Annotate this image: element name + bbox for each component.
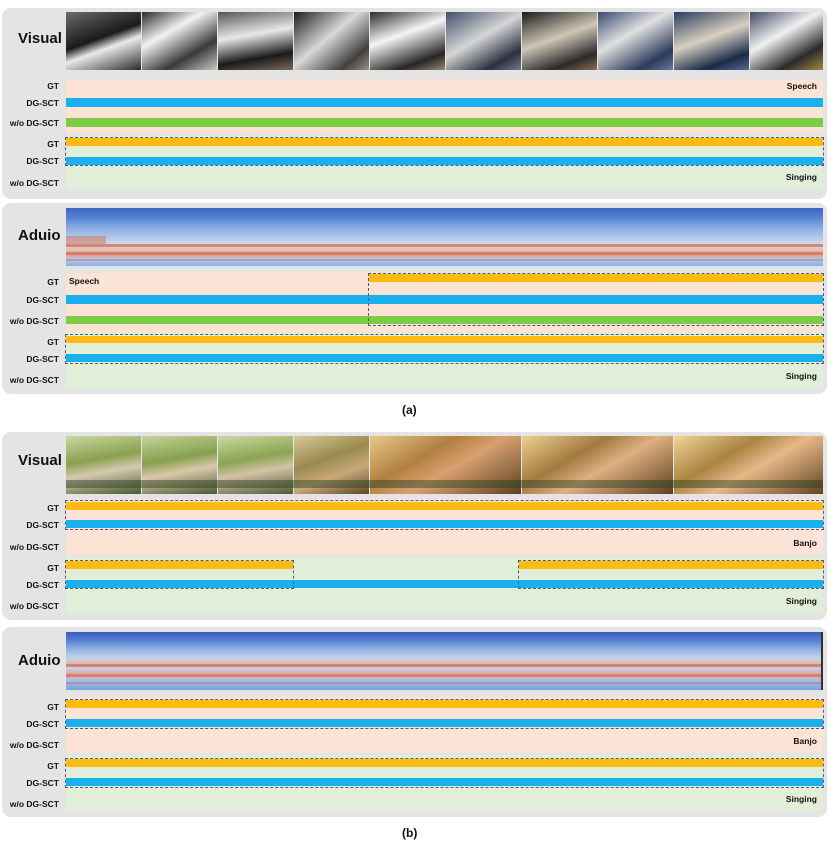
row-label: w/o DG-SCT xyxy=(9,601,59,611)
row-label: GT xyxy=(47,761,59,771)
row-label: GT xyxy=(47,503,59,513)
audio-title: Aduio xyxy=(18,652,61,669)
row-label: DG-SCT xyxy=(26,719,59,729)
panel-b-audio: Aduio GT DG-SCT w/o DG-SCT Banjo GT DG-S… xyxy=(2,627,827,817)
row-label: DG-SCT xyxy=(26,156,59,166)
wo-dg-sct-prediction-bar xyxy=(66,316,823,324)
audio-title: Aduio xyxy=(18,227,61,244)
gt-timeline-bar xyxy=(66,79,823,96)
audio-spectrogram xyxy=(66,208,823,266)
gt-segment-bar xyxy=(66,336,823,343)
dg-sct-prediction-bar xyxy=(66,157,823,165)
dg-sct-prediction-bar xyxy=(66,98,823,107)
dg-sct-prediction-bar xyxy=(66,580,823,588)
row-label: w/o DG-SCT xyxy=(9,178,59,188)
row-label: GT xyxy=(47,563,59,573)
class-label-speech: Speech xyxy=(786,81,817,91)
gt-segment-bar xyxy=(66,700,823,708)
video-frame xyxy=(522,12,598,70)
class-label-banjo: Banjo xyxy=(793,538,817,548)
spectrogram-harmonic xyxy=(66,674,823,677)
spectrogram-harmonic xyxy=(66,244,823,247)
audio-spectrogram xyxy=(66,632,823,690)
video-frame xyxy=(674,12,750,70)
video-frames-strip xyxy=(66,436,823,494)
video-frame xyxy=(446,12,522,70)
row-label: w/o DG-SCT xyxy=(9,316,59,326)
video-frame xyxy=(674,436,823,494)
visual-title: Visual xyxy=(18,452,62,469)
dg-sct-prediction-bar xyxy=(66,354,823,362)
spectrogram-harmonic xyxy=(66,236,106,244)
dg-sct-prediction-bar xyxy=(66,719,823,727)
row-label: DG-SCT xyxy=(26,778,59,788)
class-label-singing: Singing xyxy=(785,172,817,182)
video-frame xyxy=(598,12,674,70)
row-label: w/o DG-SCT xyxy=(9,118,59,128)
video-frame xyxy=(66,12,142,70)
row-label: DG-SCT xyxy=(26,295,59,305)
gt-segment-bar xyxy=(519,561,823,569)
gt-segment-bar xyxy=(66,759,823,767)
spectrogram-harmonic xyxy=(66,252,823,255)
class-label-singing: Singing xyxy=(785,794,817,804)
class-label-singing: Singing xyxy=(785,371,817,381)
row-label: w/o DG-SCT xyxy=(9,799,59,809)
video-frame xyxy=(750,12,823,70)
video-frame xyxy=(370,12,446,70)
class-label-singing: Singing xyxy=(785,596,817,606)
row-label: GT xyxy=(47,81,59,91)
spectrogram-harmonic xyxy=(66,664,823,667)
video-frame xyxy=(218,12,294,70)
video-frame xyxy=(66,436,142,494)
video-frame xyxy=(294,12,370,70)
video-frame xyxy=(142,12,218,70)
dg-sct-prediction-bar xyxy=(66,295,823,304)
class-label-banjo: Banjo xyxy=(793,736,817,746)
subtitle-overlay xyxy=(66,480,823,488)
row-label: DG-SCT xyxy=(26,354,59,364)
dg-sct-prediction-bar xyxy=(66,520,823,528)
video-frame xyxy=(522,436,674,494)
row-label: GT xyxy=(47,277,59,287)
row-label: w/o DG-SCT xyxy=(9,375,59,385)
caption-a: (a) xyxy=(402,403,417,417)
gt-segment-bar xyxy=(66,561,293,569)
row-label: GT xyxy=(47,337,59,347)
gt-segment-bar xyxy=(66,502,823,510)
row-label: GT xyxy=(47,702,59,712)
panel-a-visual: Visual GT Speech DG-SCT w/o DG-SCT GT DG… xyxy=(2,8,827,199)
row-label: DG-SCT xyxy=(26,520,59,530)
wo-dg-sct-prediction-bar xyxy=(66,118,823,127)
visual-title: Visual xyxy=(18,30,62,47)
spectrogram-harmonic xyxy=(66,259,823,261)
video-frame xyxy=(370,436,522,494)
gt-segment-bar xyxy=(369,274,823,282)
row-label: w/o DG-SCT xyxy=(9,542,59,552)
panel-b-visual: Visual GT DG-SCT w/o DG-SCT Banjo GT DG-… xyxy=(2,432,827,620)
caption-b: (b) xyxy=(402,826,418,840)
class-label-speech: Speech xyxy=(69,276,100,286)
row-label: GT xyxy=(47,139,59,149)
row-label: DG-SCT xyxy=(26,98,59,108)
gt-segment-bar xyxy=(66,138,823,146)
video-frames-strip xyxy=(66,12,823,70)
row-label: DG-SCT xyxy=(26,580,59,590)
spectrogram-edge xyxy=(821,632,823,690)
spectrogram-harmonic xyxy=(66,682,823,684)
video-frame xyxy=(294,436,370,494)
row-label: w/o DG-SCT xyxy=(9,740,59,750)
video-frame xyxy=(218,436,294,494)
video-frame xyxy=(142,436,218,494)
dg-sct-prediction-bar xyxy=(66,778,823,786)
panel-a-audio: Aduio GT Speech DG-SCT w/o DG-SCT GT DG-… xyxy=(2,203,827,394)
